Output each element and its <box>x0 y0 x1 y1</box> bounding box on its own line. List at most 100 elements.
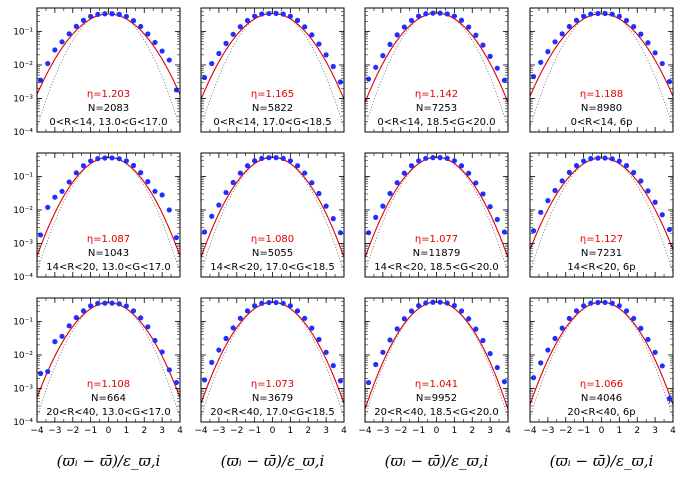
data-point <box>559 325 565 331</box>
data-point <box>602 10 608 17</box>
selection-annotation: 14<R<20, 18.5<G<20.0 <box>374 262 499 273</box>
sample-size-annotation: N=9952 <box>416 393 457 404</box>
data-point <box>59 188 65 194</box>
data-point <box>302 24 308 30</box>
data-point <box>458 17 465 23</box>
data-point <box>581 303 587 309</box>
x-tick-label: −3 <box>48 426 61 436</box>
eta-annotation: η=1.077 <box>415 234 458 245</box>
data-point <box>152 39 158 46</box>
sample-size-annotation: N=7253 <box>416 103 457 114</box>
data-point <box>316 336 322 343</box>
data-point <box>52 339 58 345</box>
data-point <box>552 39 558 45</box>
data-point <box>230 31 236 37</box>
data-point <box>95 156 101 162</box>
data-point <box>173 87 180 93</box>
data-point <box>223 335 229 342</box>
fit-gaussian-curve <box>530 157 673 250</box>
selection-annotation: 14<R<20, 17.0<G<18.5 <box>210 262 335 273</box>
data-point <box>302 170 308 176</box>
data-point <box>652 349 658 355</box>
data-point <box>145 324 151 330</box>
data-point <box>201 229 208 235</box>
data-point <box>494 364 500 371</box>
data-point <box>473 326 479 332</box>
sample-size-annotation: N=7231 <box>581 248 622 259</box>
data-point <box>623 308 630 314</box>
x-tick-label: −1 <box>412 426 425 436</box>
data-point <box>209 60 215 67</box>
data-point <box>302 315 308 321</box>
data-point <box>480 337 486 344</box>
data-point <box>602 155 608 161</box>
data-point <box>73 23 79 29</box>
x-tick-label: −3 <box>541 426 554 436</box>
data-point <box>330 63 336 70</box>
x-tick-label: −4 <box>523 426 537 436</box>
data-point <box>638 31 644 37</box>
sample-size-annotation: N=1043 <box>88 248 129 259</box>
data-point <box>566 315 572 322</box>
data-point <box>109 155 115 161</box>
data-point <box>280 300 286 306</box>
data-point <box>444 155 450 161</box>
data-point <box>294 17 301 23</box>
x-tick-label: −2 <box>394 426 407 436</box>
data-point <box>216 347 222 353</box>
x-tick-label: −4 <box>194 426 208 436</box>
data-point <box>430 299 436 305</box>
panel-6: η=1.080 N=5055 14<R<20, 17.0<G<18.5 <box>200 152 345 278</box>
fit-gaussian-curve <box>365 12 508 103</box>
data-point <box>444 11 450 17</box>
x-tick-label: 4 <box>505 426 511 436</box>
x-tick-label: 2 <box>141 426 147 436</box>
data-point <box>145 31 151 37</box>
data-point <box>266 299 272 306</box>
unit-gaussian-curve <box>37 300 180 418</box>
data-point <box>66 323 72 329</box>
unit-gaussian-curve <box>365 300 508 418</box>
panel-12: −4 −3 −2 −1 0 1 2 3 4 η=1.066 N=4046 20<R<40, 6p <box>523 297 676 436</box>
data-point <box>631 169 637 176</box>
data-point <box>45 60 51 67</box>
data-point <box>73 315 79 321</box>
data-point <box>266 155 272 161</box>
panel-8: η=1.127 N=7231 14<R<20, 6p <box>529 152 674 278</box>
data-point <box>380 53 386 59</box>
data-point <box>588 11 594 17</box>
selection-annotation: 14<R<20, 6p <box>567 262 635 273</box>
data-point <box>394 32 400 38</box>
data-point <box>458 163 465 169</box>
data-point <box>287 303 293 309</box>
data-point <box>530 375 537 381</box>
y-tick-label: 10⁻² <box>13 206 33 216</box>
x-tick-label: 2 <box>305 426 311 436</box>
y-tick-label: 10⁻⁴ <box>13 128 33 138</box>
data-point <box>473 32 479 38</box>
panel-3: η=1.142 N=7253 0<R<14, 18.5<G<20.0 <box>364 7 509 133</box>
data-point <box>159 48 165 54</box>
data-point <box>88 303 94 309</box>
data-point <box>416 13 422 19</box>
data-point <box>408 308 415 314</box>
data-point <box>494 216 500 223</box>
data-point <box>116 301 122 307</box>
data-point <box>387 190 393 197</box>
data-point <box>52 194 58 200</box>
data-point <box>252 13 258 19</box>
data-point <box>451 158 457 164</box>
unit-gaussian-curve <box>365 10 508 128</box>
data-point <box>380 349 386 355</box>
data-point <box>309 180 315 186</box>
data-point <box>116 11 122 18</box>
sample-size-annotation: N=5055 <box>252 248 293 259</box>
y-tick-label: 10⁻³ <box>13 239 33 249</box>
data-point <box>273 155 279 161</box>
data-point <box>88 13 94 20</box>
data-point <box>480 42 486 48</box>
data-point <box>37 370 44 377</box>
data-point <box>237 24 243 30</box>
data-point <box>501 379 508 385</box>
data-point <box>365 76 372 82</box>
